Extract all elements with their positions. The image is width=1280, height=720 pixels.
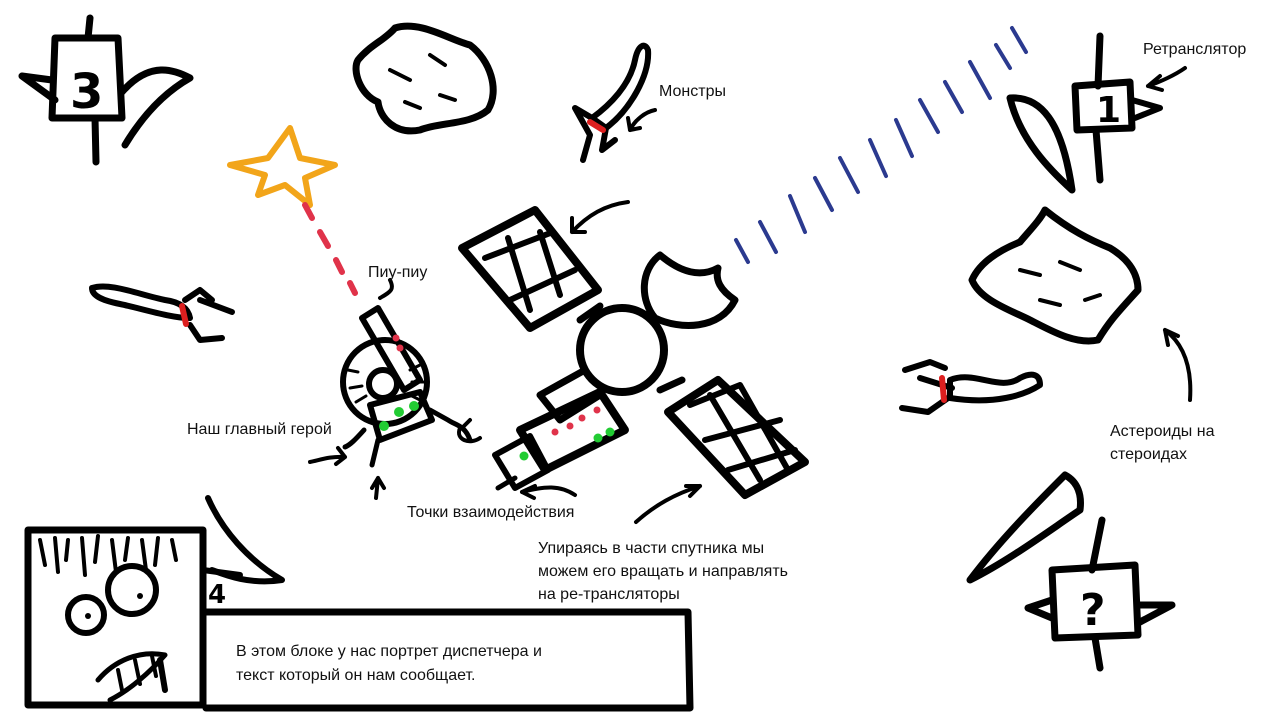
space-monster-left [89, 283, 235, 343]
label-rotate-line-1: Упираясь в части спутника мы [538, 540, 765, 557]
label-rotate-line-2: можем его вращать и направлять [538, 563, 788, 580]
relay-station-4: 4 [200, 495, 285, 610]
label-monsters: Монстры [659, 83, 726, 100]
explosion-star [227, 125, 338, 208]
relay-station-unknown: ? [966, 471, 1176, 672]
satellite [458, 200, 809, 499]
pointer-arrows [520, 484, 702, 524]
hero-ship [308, 278, 482, 500]
relay-number: ? [1080, 585, 1106, 636]
label-asteroids-line-2: стероидах [1110, 446, 1188, 463]
asteroid-right [968, 206, 1193, 402]
relay-station-3: 3 [18, 14, 194, 166]
label-piu-piu: Пиу-пиу [368, 264, 428, 281]
dialog-text-line-2: текст который он нам сообщает. [236, 667, 476, 684]
space-monster-top [572, 42, 657, 163]
label-interaction-points: Точки взаимодействия [407, 504, 575, 521]
relay-station-1: 1 [1006, 32, 1187, 194]
relay-number: 3 [70, 64, 103, 120]
label-asteroids-line-1: Астероиды на [1110, 423, 1215, 440]
relay-number: 4 [208, 580, 226, 610]
label-rotate-line-3: на ре-трансляторы [538, 586, 680, 603]
label-retranslator: Ретранслятор [1143, 41, 1247, 58]
asteroid-top [352, 22, 497, 135]
relay-number: 1 [1096, 90, 1121, 131]
dialog-text-line-1: В этом блоке у нас портрет диспетчера и [236, 643, 542, 660]
space-monster-right [899, 359, 1043, 415]
signal-waves [734, 26, 1028, 264]
dialog-box [201, 608, 694, 712]
dispatcher-portrait [24, 526, 207, 709]
label-hero: Наш главный герой [187, 421, 332, 438]
laser-beam [302, 202, 358, 296]
